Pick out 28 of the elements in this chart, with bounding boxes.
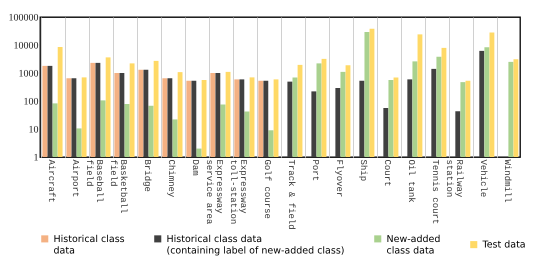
y-tick-label: 10000 xyxy=(14,40,38,52)
x-tick-label: Windmill xyxy=(502,160,512,203)
x-tick-label: Court xyxy=(382,160,392,187)
x-tick-label: Track & field xyxy=(286,160,296,230)
legend-label: Historical class data (containing label of new-added class) xyxy=(166,234,344,256)
x-tick-label: Aircraft xyxy=(46,160,56,203)
x-tick-label: Tennis court xyxy=(430,160,440,224)
x-tick-label: Dam xyxy=(190,160,200,176)
x-tick-label: Baseball field xyxy=(84,160,104,203)
y-tick-label: 100 xyxy=(24,96,38,108)
x-tick-label: Chimney xyxy=(166,160,176,198)
y-tick-label: 1000 xyxy=(18,68,38,80)
x-tick-label: Expressway service area xyxy=(204,160,224,225)
x-tick-label: Airport xyxy=(70,160,80,198)
y-tick-label: 100000 xyxy=(8,12,38,24)
x-tick-label: Oil tank xyxy=(406,160,416,203)
y-tick-label: 1 xyxy=(34,152,38,164)
x-tick-label: Vehicle xyxy=(478,160,488,198)
x-tick-label: Flyover xyxy=(334,160,344,198)
legend-label: New-added class data xyxy=(386,234,440,256)
x-tick-label: Bridge xyxy=(142,160,152,192)
x-tick-label: Golf course xyxy=(262,160,272,219)
x-tick-label: Ship xyxy=(358,160,368,182)
legend-label: Historical class data xyxy=(54,234,125,256)
legend-label: Test data xyxy=(482,240,526,251)
x-tick-label: Port xyxy=(310,160,320,182)
y-tick-label: 10 xyxy=(28,124,38,136)
x-tick-label: Railway station xyxy=(444,160,464,198)
